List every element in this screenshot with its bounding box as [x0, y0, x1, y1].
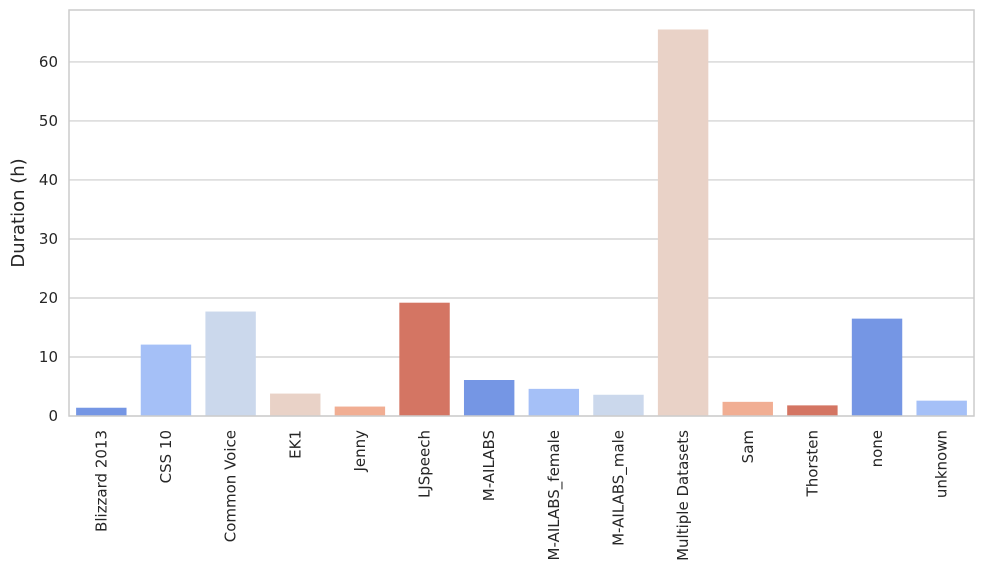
bar	[205, 311, 256, 416]
x-tick-labels: Blizzard 2013 CSS 10 Common Voice EK1 Jenny L…	[92, 430, 950, 561]
y-tick-labels: 0 10 20 30 40 50 60	[39, 53, 58, 425]
y-tick-label: 20	[39, 289, 58, 307]
bar	[76, 407, 127, 416]
x-tick-label: M-AILABS_female	[545, 430, 564, 560]
x-tick-label: Common Voice	[222, 430, 240, 542]
x-tick-label: Multiple Datasets	[674, 430, 692, 561]
bars	[76, 29, 967, 416]
x-tick-label: LJSpeech	[416, 430, 434, 498]
x-tick-label: M-AILABS	[480, 430, 498, 501]
x-tick-label: EK1	[286, 430, 304, 459]
y-axis-label: Duration (h)	[8, 158, 29, 267]
x-tick-label: none	[868, 430, 886, 467]
bar	[463, 380, 515, 416]
bar	[851, 318, 903, 416]
grid	[69, 61, 974, 417]
bar	[334, 406, 386, 416]
y-tick-label: 0	[48, 407, 58, 425]
x-tick-label: Thorsten	[803, 430, 821, 497]
y-tick-label: 40	[39, 171, 58, 189]
x-tick-label: M-AILABS_male	[609, 430, 628, 546]
bar	[399, 302, 450, 416]
bar	[722, 401, 773, 416]
bar	[657, 29, 709, 416]
plot-frame	[68, 9, 975, 417]
y-tick-label: 60	[39, 53, 58, 71]
bar	[140, 344, 192, 416]
bar	[916, 400, 967, 416]
bar	[528, 388, 580, 416]
bar	[787, 405, 838, 416]
y-tick-label: 10	[39, 348, 58, 366]
x-tick-label: Sam	[739, 430, 757, 463]
x-tick-label: Jenny	[351, 430, 369, 473]
y-tick-label: 30	[39, 230, 58, 248]
x-tick-label: Blizzard 2013	[92, 430, 110, 532]
bar	[593, 394, 644, 416]
bar	[270, 393, 321, 416]
x-tick-label: CSS 10	[157, 430, 175, 483]
x-tick-label: unknown	[933, 430, 951, 498]
y-tick-label: 50	[39, 112, 58, 130]
